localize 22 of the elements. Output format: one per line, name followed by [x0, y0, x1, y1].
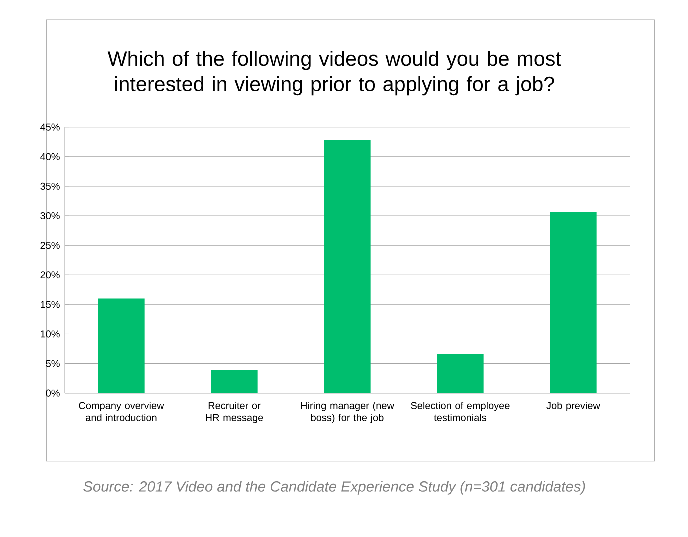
x-tick-label: Selection of employee testimonials	[411, 402, 510, 422]
y-tick-label: 40%	[40, 153, 60, 160]
x-tick-label: Recruiter or HR message	[206, 402, 264, 424]
bar	[98, 298, 145, 394]
y-tick-label: 10%	[41, 330, 60, 338]
bar	[550, 212, 597, 394]
y-tick-label: 15%	[41, 300, 60, 308]
y-tick-label: 0%	[46, 390, 60, 397]
bar	[211, 370, 258, 394]
x-tick-label: Job preview	[546, 402, 600, 412]
x-tick-label: Hiring manager (new boss) for the job	[301, 402, 394, 424]
x-tick-label: Company overview and introduction	[79, 402, 164, 422]
y-tick-label: 35%	[40, 182, 60, 190]
source-note: Source: 2017 Video and the Candidate Experience Study (n=301 candidates)	[84, 481, 586, 495]
y-tick-label: 30%	[40, 212, 60, 220]
y-tick-label: 20%	[40, 271, 60, 278]
y-tick-label: 45%	[40, 124, 60, 131]
bar	[437, 354, 484, 394]
chart-title: Which of the following videos would you be most interested in viewing prior to applying for a job?	[108, 50, 562, 96]
bar	[324, 140, 371, 394]
y-tick-label: 25%	[40, 242, 60, 249]
y-tick-label: 5%	[46, 360, 60, 368]
